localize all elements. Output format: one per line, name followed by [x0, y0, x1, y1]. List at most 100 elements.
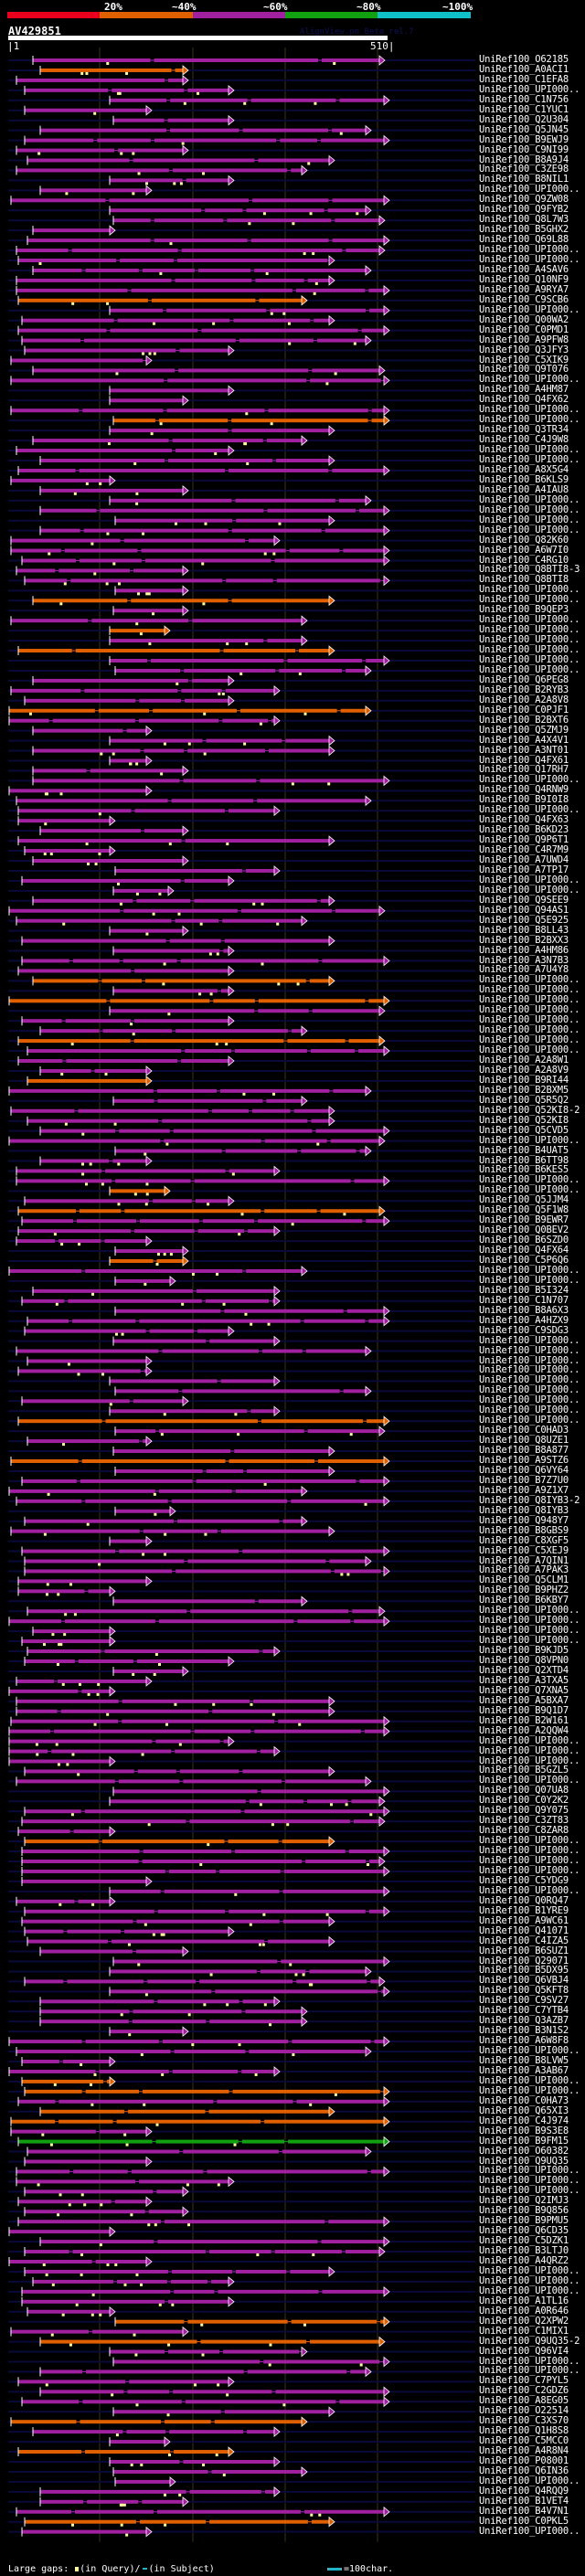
hit-label[interactable]: UniRef100_Q4FX63 — [479, 814, 569, 826]
hit-label[interactable]: UniRef100_B9S3E8 — [479, 2125, 569, 2136]
hit-label[interactable]: UniRef100_A9RYA7 — [479, 283, 569, 295]
hit-label[interactable]: UniRef100_C8XGF5 — [479, 1534, 569, 1546]
hit-label[interactable]: UniRef100_Q5CVD5 — [479, 1124, 569, 1136]
hit-label[interactable]: UniRef100_B9EWR7 — [479, 1214, 569, 1226]
hit-label[interactable]: UniRef100_Q9FYB2 — [479, 204, 569, 216]
hit-label[interactable]: UniRef100_UPI000.. — [479, 594, 580, 606]
hit-label[interactable]: UniRef100_UPI000.. — [479, 584, 580, 596]
hit-label[interactable]: UniRef100_A9PFW8 — [479, 334, 569, 345]
hit-label[interactable]: UniRef100_B9QEP3 — [479, 604, 569, 616]
hit-label[interactable]: UniRef100_Q3JFY3 — [479, 344, 569, 355]
hit-label[interactable]: UniRef100_Q82K60 — [479, 534, 569, 546]
hit-label[interactable]: UniRef100_Q00WA2 — [479, 313, 569, 325]
hit-label[interactable]: UniRef100_B8LVW5 — [479, 2055, 569, 2066]
hit-label[interactable]: UniRef100_A3AB67 — [479, 2064, 569, 2076]
hit-label[interactable]: UniRef100_B2BXT6 — [479, 714, 569, 726]
hit-label[interactable]: UniRef100_C5DZK1 — [479, 2235, 569, 2247]
hit-label[interactable]: UniRef100_Q8IYB3 — [479, 1504, 569, 1516]
hit-label[interactable]: UniRef100_Q9P6T1 — [479, 834, 569, 846]
hit-label[interactable]: UniRef100_UPI000.. — [479, 2165, 580, 2177]
hit-label[interactable]: UniRef100_A2A8V8 — [479, 694, 569, 705]
hit-label[interactable]: UniRef100_Q2XTD4 — [479, 1664, 569, 1676]
hit-label[interactable]: UniRef100_UPI000.. — [479, 2185, 580, 2197]
hit-label[interactable]: UniRef100_B6KD23 — [479, 824, 569, 836]
hit-label[interactable]: UniRef100_C1MIX1 — [479, 2325, 569, 2337]
hit-label[interactable]: UniRef100_C4IZA5 — [479, 1935, 569, 1946]
hit-label[interactable]: UniRef100_B3LTJ0 — [479, 2245, 569, 2257]
hit-label[interactable]: UniRef100_Q17RH7 — [479, 764, 569, 776]
hit-label[interactable]: UniRef100_B9PHZ2 — [479, 1585, 569, 1596]
hit-label[interactable]: UniRef100_C0HAD3 — [479, 1425, 569, 1436]
hit-label[interactable]: UniRef100_UPI000.. — [479, 2264, 580, 2276]
hit-label[interactable]: UniRef100_Q2XPW2 — [479, 2315, 569, 2327]
hit-label[interactable]: UniRef100_C4RG10 — [479, 554, 569, 566]
hit-label[interactable]: UniRef100_Q5F1W8 — [479, 1204, 569, 1216]
hit-label[interactable]: UniRef100_C7PYL5 — [479, 2375, 569, 2387]
hit-label[interactable]: UniRef100_UPI000.. — [479, 524, 580, 535]
hit-label[interactable]: UniRef100_B5GHX2 — [479, 224, 569, 236]
hit-label[interactable]: UniRef100_Q9SEE9 — [479, 894, 569, 906]
hit-label[interactable]: UniRef100_B6SUZ1 — [479, 1945, 569, 1956]
hit-label[interactable]: UniRef100_UPI000.. — [479, 1274, 580, 1286]
hit-label[interactable]: UniRef100_UPI000.. — [479, 1734, 580, 1746]
hit-label[interactable]: UniRef100_UPI000.. — [479, 244, 580, 256]
hit-label[interactable]: UniRef100_C9NI99 — [479, 143, 569, 155]
hit-label[interactable]: UniRef100_B5I324 — [479, 1284, 569, 1296]
hit-label[interactable]: UniRef100_Q6CD35 — [479, 2225, 569, 2237]
hit-label[interactable]: UniRef100_B3N1S2 — [479, 2025, 569, 2037]
hit-label[interactable]: UniRef100_C1YUC1 — [479, 103, 569, 115]
hit-label[interactable]: UniRef100_A4R8N4 — [479, 2445, 569, 2457]
hit-label[interactable]: UniRef100_Q2U304 — [479, 113, 569, 125]
hit-label[interactable]: UniRef100_Q5JJM4 — [479, 1194, 569, 1206]
hit-label[interactable]: UniRef100_C5MCC0 — [479, 2435, 569, 2447]
hit-label[interactable]: UniRef100_UPI000.. — [479, 644, 580, 656]
hit-label[interactable]: UniRef100_Q1H8S8 — [479, 2425, 569, 2437]
hit-label[interactable]: UniRef100_C5P6Q6 — [479, 1255, 569, 1266]
hit-label[interactable]: UniRef100_Q0RQ47 — [479, 1894, 569, 1906]
hit-label[interactable]: UniRef100_UPI000.. — [479, 454, 580, 465]
hit-label[interactable]: UniRef100_Q5KFT8 — [479, 1985, 569, 1997]
hit-label[interactable]: UniRef100_B8A6X3 — [479, 1304, 569, 1316]
hit-label[interactable]: UniRef100_A7QIN1 — [479, 1554, 569, 1566]
hit-label[interactable]: UniRef100_A9STZ6 — [479, 1455, 569, 1466]
hit-label[interactable]: UniRef100_Q3AZB7 — [479, 2015, 569, 2027]
hit-label[interactable]: UniRef100_C5XIK9 — [479, 354, 569, 366]
hit-label[interactable]: UniRef100_UPI000.. — [479, 83, 580, 95]
hit-label[interactable]: UniRef100_A4QRZ2 — [479, 2255, 569, 2266]
hit-label[interactable]: UniRef100_B6SZD0 — [479, 1235, 569, 1246]
hit-label[interactable]: UniRef100_C0PJF1 — [479, 704, 569, 716]
hit-label[interactable]: UniRef100_UPI000.. — [479, 2525, 580, 2537]
hit-label[interactable]: UniRef100_C5YDG9 — [479, 1874, 569, 1886]
hit-label[interactable]: UniRef100_UPI000.. — [479, 1334, 580, 1346]
hit-label[interactable]: UniRef100_C8ZAR8 — [479, 1825, 569, 1837]
hit-label[interactable]: UniRef100_B6KLS9 — [479, 473, 569, 485]
hit-label[interactable]: UniRef100_UPI000.. — [479, 1034, 580, 1046]
hit-label[interactable]: UniRef100_UPI000.. — [479, 2475, 580, 2486]
hit-label[interactable]: UniRef100_C4J9W8 — [479, 434, 569, 446]
hit-label[interactable]: UniRef100_O62185 — [479, 54, 569, 65]
hit-label[interactable]: UniRef100_UPI000.. — [479, 504, 580, 515]
hit-label[interactable]: UniRef100_C3ZE98 — [479, 164, 569, 175]
hit-label[interactable]: UniRef100_A3N7B3 — [479, 954, 569, 966]
hit-label[interactable]: UniRef100_A2QQW4 — [479, 1724, 569, 1736]
hit-label[interactable]: UniRef100_UPI000.. — [479, 1625, 580, 1637]
hit-label[interactable]: UniRef100_UPI000.. — [479, 1344, 580, 1356]
hit-label[interactable]: UniRef100_B7Z7U0 — [479, 1474, 569, 1486]
hit-label[interactable]: UniRef100_UPI000.. — [479, 493, 580, 505]
hit-label[interactable]: UniRef100_Q8BTI8-3 — [479, 564, 580, 576]
hit-label[interactable]: UniRef100_UPI000.. — [479, 1855, 580, 1866]
hit-label[interactable]: UniRef100_Q6VBJ4 — [479, 1975, 569, 1987]
hit-label[interactable]: UniRef100_Q6VY64 — [479, 1464, 569, 1476]
hit-label[interactable]: UniRef100_Q9Y075 — [479, 1805, 569, 1817]
hit-label[interactable]: UniRef100_UPI000.. — [479, 1394, 580, 1406]
hit-label[interactable]: UniRef100_UPI000.. — [479, 994, 580, 1006]
hit-label[interactable]: UniRef100_A9Z1X7 — [479, 1484, 569, 1496]
hit-label[interactable]: UniRef100_B2BXM5 — [479, 1084, 569, 1096]
hit-label[interactable]: UniRef100_A4HZX9 — [479, 1314, 569, 1326]
hit-label[interactable]: UniRef100_Q2IMJ3 — [479, 2195, 569, 2207]
hit-label[interactable]: UniRef100_Q5ZMJ9 — [479, 724, 569, 736]
hit-label[interactable]: UniRef100_UPI000.. — [479, 1864, 580, 1876]
hit-label[interactable]: UniRef100_UPI000.. — [479, 663, 580, 675]
hit-label[interactable]: UniRef100_Q8UZE1 — [479, 1435, 569, 1447]
hit-label[interactable]: UniRef100_C0PKL5 — [479, 2515, 569, 2527]
